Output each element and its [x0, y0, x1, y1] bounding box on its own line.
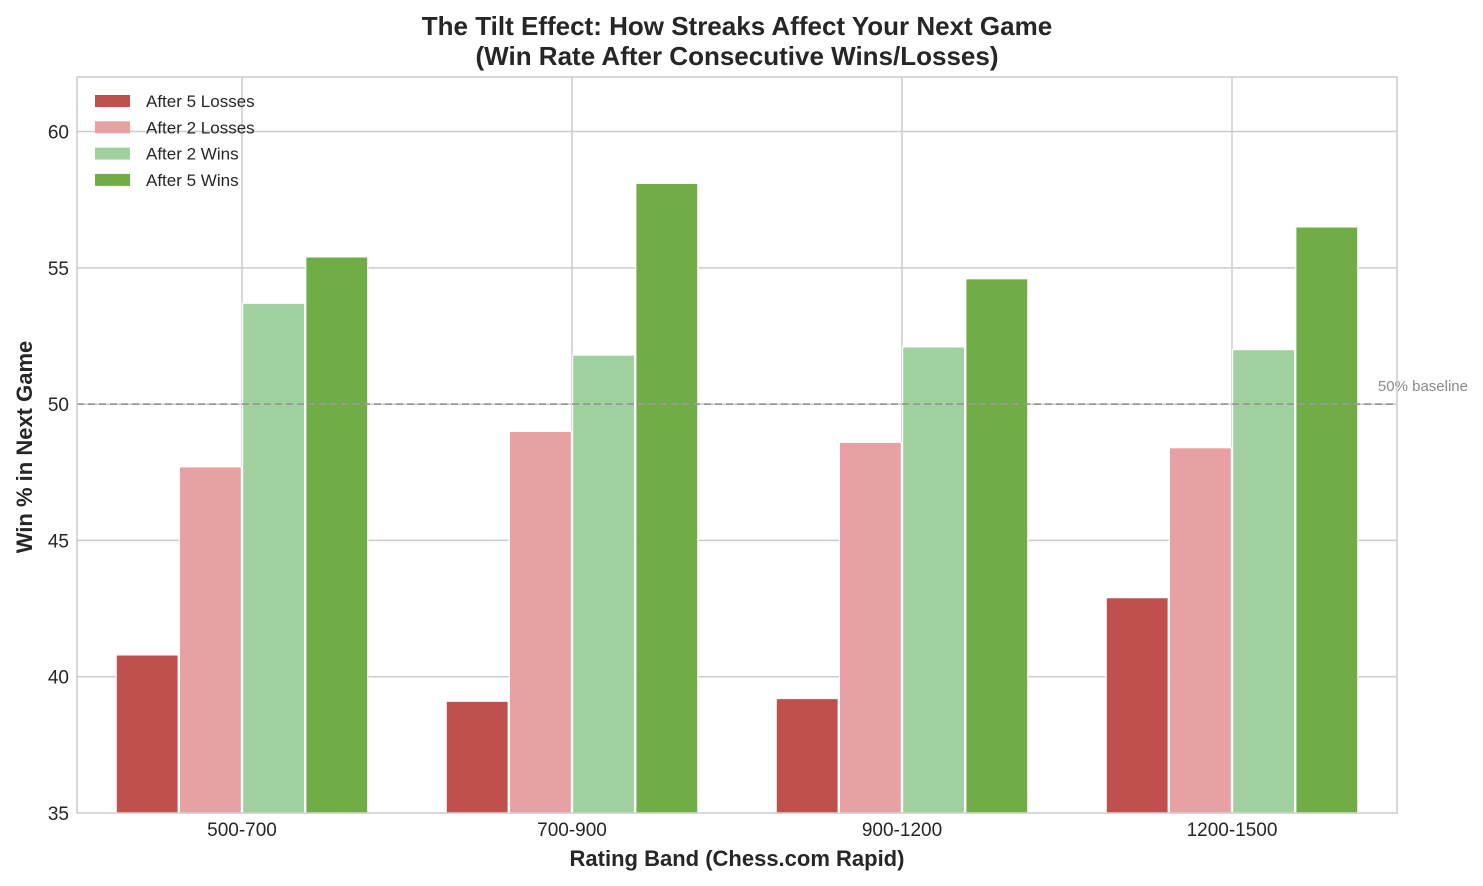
y-tick-label: 50: [48, 395, 69, 416]
x-axis-label: Rating Band (Chess.com Rapid): [570, 846, 905, 871]
x-axis-ticks: 500-700 700-900 900-1200 1200-1500: [207, 820, 1277, 841]
plot-frame: [76, 76, 1398, 814]
legend-label: After 5 Losses: [146, 92, 255, 111]
legend-label: After 5 Wins: [146, 171, 239, 190]
bar: [1168, 447, 1233, 814]
baseline-layer: 50% baseline: [77, 378, 1468, 406]
y-tick-label: 55: [48, 259, 69, 280]
bar: [1231, 348, 1296, 814]
chart-title: The Tilt Effect: How Streaks Affect Your…: [422, 11, 1052, 41]
x-tick-label: 1200-1500: [1187, 820, 1278, 841]
legend-swatch: [95, 95, 130, 107]
bar: [571, 354, 636, 814]
legend-swatch: [95, 173, 130, 186]
y-tick-label: 60: [48, 123, 69, 144]
x-tick-label: 900-1200: [862, 820, 942, 841]
legend-swatch: [95, 121, 130, 134]
y-tick-label: 40: [48, 668, 69, 689]
bar: [1295, 226, 1359, 814]
y-tick-label: 45: [48, 531, 69, 552]
bar: [1105, 597, 1169, 814]
x-tick-label: 700-900: [537, 820, 607, 841]
legend-label: After 2 Losses: [146, 118, 255, 137]
legend-swatch: [95, 147, 130, 160]
bar: [508, 430, 572, 814]
legend: After 5 Losses After 2 Losses After 2 Wins…: [95, 92, 255, 190]
bars-layer: [115, 182, 1359, 814]
bar: [178, 466, 242, 814]
y-axis-ticks: 35 40 45 50 55 60: [48, 123, 69, 825]
bar: [965, 278, 1029, 814]
chart-subtitle: (Win Rate After Consecutive Wins/Losses): [476, 41, 999, 71]
y-tick-label: 35: [48, 804, 69, 825]
bar: [635, 182, 699, 814]
bar: [305, 256, 369, 814]
x-tick-label: 500-700: [207, 820, 277, 841]
legend-label: After 2 Wins: [146, 145, 239, 164]
bar: [445, 700, 509, 814]
bar: [901, 346, 966, 814]
bar: [242, 302, 306, 814]
bar: [775, 697, 839, 814]
bar: [115, 654, 179, 814]
y-axis-label: Win % in Next Game: [12, 341, 37, 554]
bar: [838, 441, 903, 814]
baseline-label: 50% baseline: [1378, 378, 1468, 395]
